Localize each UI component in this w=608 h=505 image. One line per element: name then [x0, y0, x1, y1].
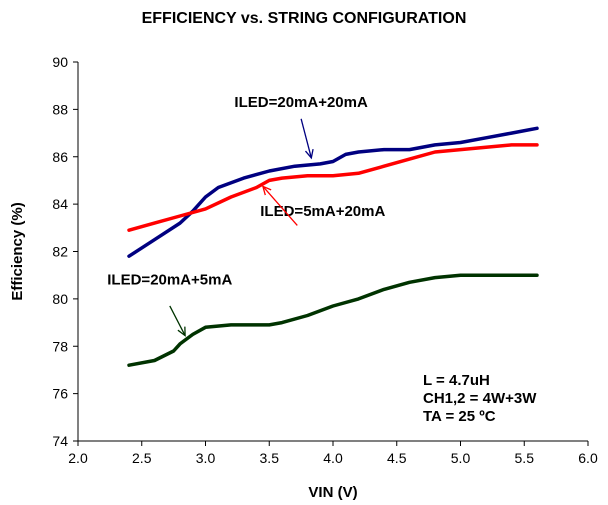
series-lines	[127, 126, 539, 367]
condition-line-2: CH1,2 = 4W+3W	[423, 390, 537, 407]
annotation-arrowhead-2	[261, 185, 272, 196]
series-line-1	[127, 126, 539, 258]
x-tick-label: 6.0	[578, 450, 598, 466]
annotation-label-1: ILED=20mA+20mA	[234, 94, 368, 111]
annotation-arrowhead-3	[177, 326, 186, 337]
y-tick-label: 86	[52, 149, 68, 165]
annotation-arrow-2	[262, 185, 298, 226]
y-tick-label: 90	[52, 54, 68, 70]
x-axis-label: VIN (V)	[308, 484, 357, 501]
plot-axes	[77, 62, 588, 442]
series-line-2	[127, 143, 539, 232]
condition-line-3: TA = 25 ºC	[423, 408, 496, 425]
annotation-label-3: ILED=20mA+5mA	[107, 272, 232, 289]
y-axis-label: Efficiency (%)	[9, 202, 26, 300]
y-tick-label: 74	[52, 433, 68, 449]
y-tick-label: 78	[52, 338, 68, 354]
y-tick-label: 82	[52, 244, 68, 260]
x-tick-label: 3.5	[260, 450, 280, 466]
y-tick-label: 88	[52, 101, 68, 117]
x-tick-label: 4.5	[387, 450, 407, 466]
annotation-label-2: ILED=5mA+20mA	[260, 203, 385, 220]
x-tick-label: 4.0	[323, 450, 343, 466]
x-tick-label: 3.0	[196, 450, 216, 466]
condition-line-1: L = 4.7uH	[423, 372, 490, 389]
y-tick-label: 80	[52, 291, 68, 307]
annotation-arrow-3	[169, 305, 186, 336]
x-tick-label: 2.0	[68, 450, 88, 466]
x-tick-label: 5.0	[451, 450, 471, 466]
y-tick-label: 84	[52, 196, 68, 212]
y-tick-label: 76	[52, 386, 68, 402]
annotation-arrowhead-1	[304, 148, 314, 160]
series-annotations: ILED=20mA+20mA ILED=5mA+20mA ILED=20mA+5mA	[107, 94, 385, 337]
y-axis-ticks: 74 76 78 80 82 84 86 88 90	[52, 54, 78, 449]
series-line-3	[127, 273, 539, 367]
x-axis-ticks: 2.0 2.5 3.0 3.5 4.0 4.5 5.0 5.5 6.0	[68, 441, 598, 466]
chart-title: EFFICIENCY vs. STRING CONFIGURATION	[142, 10, 467, 27]
x-tick-label: 2.5	[132, 450, 152, 466]
annotation-arrow-1	[300, 118, 312, 159]
x-tick-label: 5.5	[515, 450, 535, 466]
